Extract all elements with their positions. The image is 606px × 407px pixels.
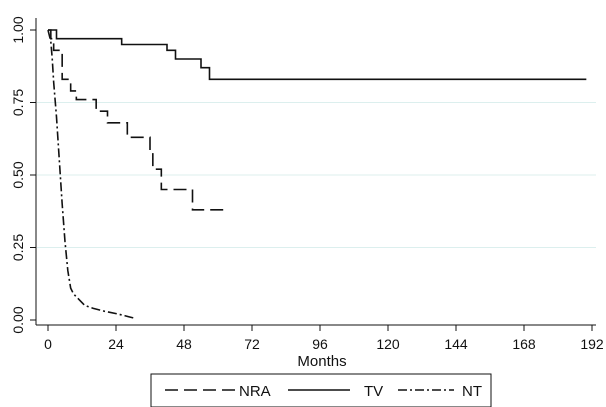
legend-label-nt: NT [462, 383, 482, 400]
series-line-nra [48, 29, 224, 211]
x-ticks: 0 24 48 72 96 120 144 168 192 [44, 325, 604, 352]
series-line-nt [47, 29, 137, 320]
y-tick-label-3: 0.75 [10, 89, 26, 116]
y-tick-label-2: 0.50 [10, 161, 26, 188]
x-tick-label-1: 24 [108, 336, 124, 352]
x-tick-label-8: 192 [580, 336, 604, 352]
x-tick-label-0: 0 [44, 336, 52, 352]
x-tick-label-2: 48 [176, 336, 192, 352]
x-tick-label-4: 96 [312, 336, 328, 352]
x-tick-label-6: 144 [444, 336, 468, 352]
y-tick-label-0: 0.00 [10, 306, 26, 333]
y-tick-label-1: 0.25 [10, 234, 26, 261]
x-axis-title: Months [297, 353, 346, 370]
legend-label-nra: NRA [239, 383, 271, 400]
grid-lines [37, 102, 596, 248]
x-tick-label-5: 120 [376, 336, 400, 352]
x-tick-label-7: 168 [512, 336, 536, 352]
axes [35, 18, 596, 326]
x-tick-label-3: 72 [244, 336, 260, 352]
legend-label-tv: TV [364, 383, 383, 400]
series-line-tv [48, 29, 587, 81]
y-ticks: 0.00 0.25 0.50 0.75 1.00 [10, 16, 36, 334]
y-tick-label-4: 1.00 [10, 16, 26, 43]
legend: NRA TV NT [150, 373, 492, 407]
series-layer [47, 29, 587, 320]
